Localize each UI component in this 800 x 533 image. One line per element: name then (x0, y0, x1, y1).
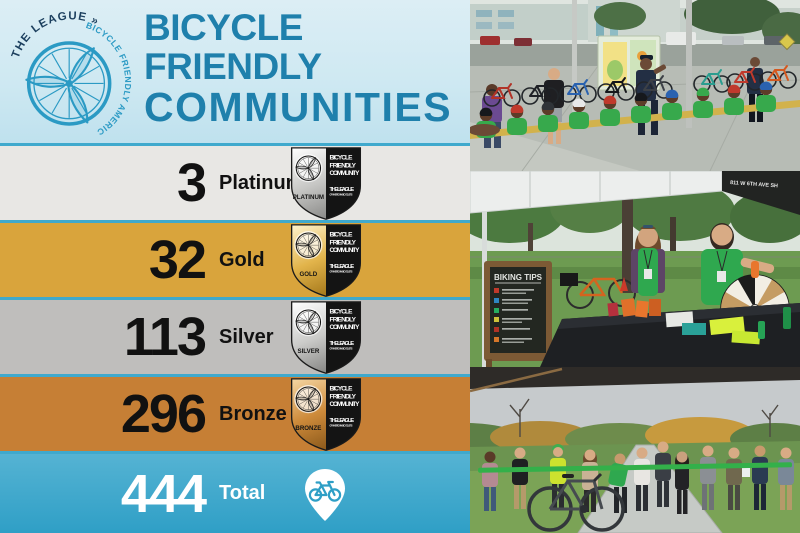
chalk-tip-lines (494, 288, 534, 343)
tier-count: 32 (148, 230, 207, 290)
green-ribbon (478, 462, 792, 473)
svg-text:FRIENDLY: FRIENDLY (330, 239, 357, 246)
award-badge-silver-icon: SILVER BICYCLE FRIENDLY COMMUNITY THE LE… (290, 301, 362, 374)
svg-text:THE LEAGUE: THE LEAGUE (330, 187, 355, 193)
chalkboard-sign: BIKING TIPS (484, 261, 552, 367)
bicycle-glyph (308, 480, 342, 502)
total-count: 444 (120, 463, 207, 524)
svg-text:THE LEAGUE: THE LEAGUE (330, 264, 355, 270)
svg-text:OF AMERICAN BICYCLISTS: OF AMERICAN BICYCLISTS (330, 347, 353, 350)
black-vendor-tent: 811 W 6TH AVE SH (722, 171, 800, 215)
pole (686, 0, 692, 128)
tent-address-text: 811 W 6TH AVE SH (730, 180, 778, 189)
tier-count: 3 (176, 153, 207, 213)
title-line-2: COMMUNITIES (144, 83, 453, 130)
stats-panel: THE LEAGUE » BICYCLE FRIENDLY AMERICA BI… (0, 0, 470, 533)
dark-canopy-edge (470, 367, 800, 393)
photo-trail-ribbon-cutting (470, 367, 800, 533)
tier-count: 113 (123, 307, 207, 367)
svg-text:COMMUNITY: COMMUNITY (330, 170, 361, 177)
total-row: 444 Total (0, 451, 470, 533)
sign-title: BIKING TIPS (494, 273, 543, 282)
page-title: BICYCLE FRIENDLY COMMUNITIES (144, 6, 470, 130)
svg-text:BRONZE: BRONZE (295, 425, 321, 432)
photo-bike-outreach-booth: 811 W 6TH AVE SH BIKING TIPS (470, 171, 800, 367)
svg-text:FRIENDLY: FRIENDLY (330, 162, 357, 169)
award-badge-gold-icon: GOLD BICYCLE FRIENDLY COMMUNITY THE LEAG… (290, 224, 362, 297)
svg-text:PLATINUM: PLATINUM (293, 194, 324, 201)
tier-row-silver: 113 Silver SILVER BICYCLE FRIENDLY COMMU… (0, 297, 470, 374)
league-bfa-logo: THE LEAGUE » BICYCLE FRIENDLY AMERICA (6, 3, 133, 138)
svg-text:FRIENDLY: FRIENDLY (330, 316, 357, 323)
booth-table (540, 277, 800, 367)
svg-text:BICYCLE: BICYCLE (330, 308, 354, 315)
svg-text:SILVER: SILVER (297, 348, 319, 355)
tier-count: 296 (120, 384, 207, 444)
svg-text:GOLD: GOLD (299, 271, 317, 278)
svg-text:OF AMERICAN BICYCLISTS: OF AMERICAN BICYCLISTS (330, 270, 353, 273)
volunteer-left (631, 225, 665, 296)
wheel-pinwheel-icon (26, 42, 109, 123)
svg-text:COMMUNITY: COMMUNITY (330, 247, 361, 254)
tier-row-bronze: 296 Bronze BRONZE BICYCLE FRIENDLY COMMU… (0, 374, 470, 451)
pole (572, 0, 577, 118)
tier-label: Bronze (219, 402, 287, 425)
tier-label: Gold (219, 248, 265, 271)
foreground-bicycle (527, 472, 625, 532)
svg-text:COMMUNITY: COMMUNITY (330, 401, 361, 408)
tier-row-gold: 32 Gold GOLD BICYCLE FRIENDLY COMMUNITY … (0, 220, 470, 297)
svg-text:COMMUNITY: COMMUNITY (330, 324, 361, 331)
award-badge-platinum-icon: PLATINUM BICYCLE FRIENDLY COMMUNITY THE … (290, 147, 362, 220)
bike-map-pin-icon (305, 469, 345, 521)
svg-text:FRIENDLY: FRIENDLY (330, 393, 357, 400)
photo-youth-bike-safety-event (470, 0, 800, 171)
tier-label: Silver (219, 325, 274, 348)
svg-text:BICYCLE: BICYCLE (330, 154, 354, 161)
svg-text:OF AMERICAN BICYCLISTS: OF AMERICAN BICYCLISTS (330, 424, 353, 427)
tier-row-platinum: 3 Platinum PLATINUM BICYCLE FRIENDLY COM… (0, 143, 470, 220)
svg-text:OF AMERICAN BICYCLISTS: OF AMERICAN BICYCLISTS (330, 193, 353, 196)
svg-text:THE LEAGUE: THE LEAGUE (330, 418, 355, 424)
seated-adult-legs (470, 124, 500, 136)
tier-label: Platinum (219, 171, 304, 194)
svg-text:BICYCLE: BICYCLE (330, 231, 354, 238)
traffic-sign (778, 33, 796, 51)
svg-text:THE LEAGUE: THE LEAGUE (330, 341, 355, 347)
header: THE LEAGUE » BICYCLE FRIENDLY AMERICA BI… (0, 0, 470, 143)
total-label: Total (219, 482, 266, 504)
tree-trunk (622, 181, 633, 293)
award-badge-bronze-icon: BRONZE BICYCLE FRIENDLY COMMUNITY THE LE… (290, 378, 362, 451)
svg-text:BICYCLE: BICYCLE (330, 385, 354, 392)
photo-column: 811 W 6TH AVE SH BIKING TIPS (470, 0, 800, 533)
table-items (607, 277, 791, 345)
title-line-1: BICYCLE FRIENDLY (144, 6, 322, 87)
